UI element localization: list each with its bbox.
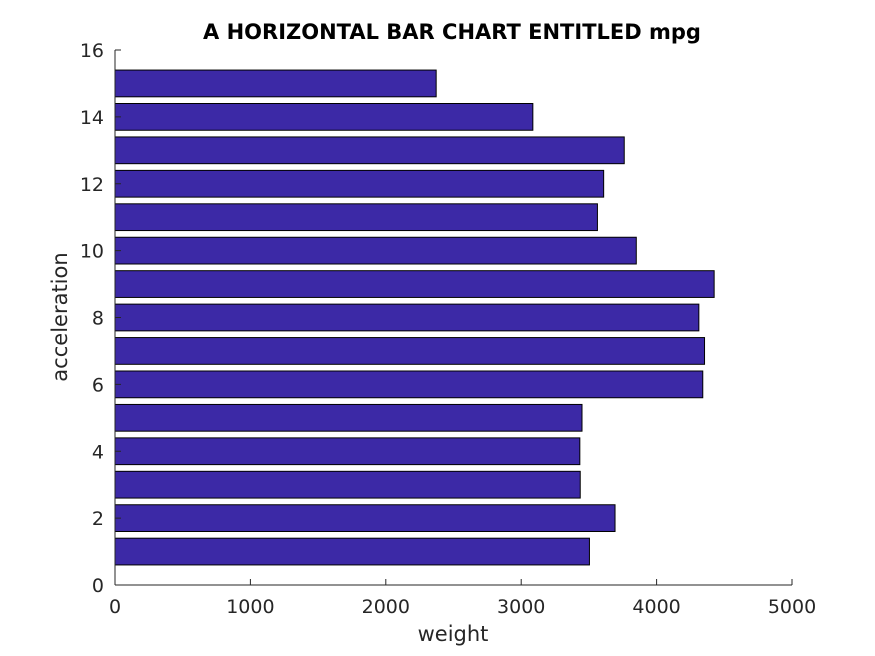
- x-tick-label-4000: 4000: [632, 596, 680, 618]
- y-tick-label-12: 12: [80, 174, 104, 196]
- bar-5: [114, 403, 583, 432]
- bar-7: [114, 337, 706, 365]
- bar-6: [114, 370, 704, 399]
- chart-title: A HORIZONTAL BAR CHART ENTITLED mpg: [203, 20, 701, 44]
- y-tick-label-8: 8: [92, 308, 104, 330]
- y-tick-label-2: 2: [92, 508, 104, 530]
- bar-1: [114, 537, 590, 566]
- axes-layer: 0 1000 2000 3000 4000 5000 0 2 4 6 8 10 12 14 16: [80, 40, 816, 618]
- y-tick-label-0: 0: [92, 575, 104, 597]
- x-tick-label-5000: 5000: [768, 596, 816, 618]
- bars-layer: [114, 69, 715, 566]
- bar-12: [114, 169, 605, 198]
- bar-9: [114, 270, 715, 298]
- bar-10: [114, 236, 637, 265]
- x-tick-label-1000: 1000: [226, 596, 274, 618]
- y-tick-label-10: 10: [80, 241, 104, 263]
- bar-3: [114, 470, 581, 499]
- bar-4: [114, 437, 581, 466]
- bar-15: [114, 69, 437, 98]
- bar-13: [114, 136, 625, 165]
- bar-11: [114, 203, 598, 232]
- x-tick-label-3000: 3000: [497, 596, 545, 618]
- y-tick-label-4: 4: [92, 441, 104, 463]
- x-axis-label: weight: [418, 622, 489, 646]
- y-tick-label-16: 16: [80, 40, 104, 62]
- bar-14: [114, 103, 534, 131]
- y-tick-label-14: 14: [80, 107, 104, 129]
- y-tick-label-6: 6: [92, 374, 104, 396]
- bar-8: [114, 303, 700, 332]
- bar-2: [114, 504, 616, 532]
- y-axis-label: acceleration: [48, 252, 72, 381]
- x-tick-label-2000: 2000: [362, 596, 410, 618]
- x-tick-label-0: 0: [109, 596, 121, 618]
